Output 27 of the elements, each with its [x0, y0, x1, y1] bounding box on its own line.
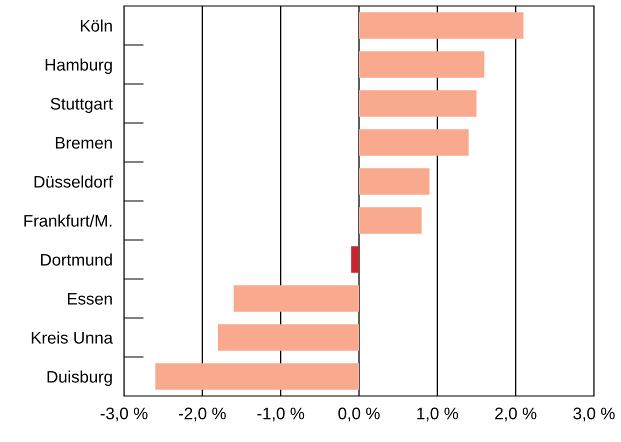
y-tick-label: Duisburg — [48, 370, 112, 386]
y-tick-label: Frankfurt/M. — [24, 214, 112, 227]
y-tick-label: Essen — [68, 293, 112, 305]
x-tick-label: -2,0 % — [178, 408, 226, 422]
y-tick-label: Bremen — [56, 137, 112, 149]
bar — [359, 12, 524, 39]
x-tick-label: 0,0 % — [338, 408, 380, 422]
x-tick-label: -1,0 % — [257, 408, 304, 422]
bar — [234, 285, 359, 312]
y-tick-label: Stuttgart — [50, 98, 113, 113]
y-tick-label: Düsseldorf — [34, 175, 113, 188]
bar — [218, 324, 359, 351]
bar — [351, 246, 359, 273]
y-tick-label: Köln — [80, 19, 112, 32]
bar — [359, 168, 430, 195]
x-tick-label: -3,0 % — [100, 408, 148, 422]
bar — [359, 51, 484, 78]
x-tick-label: 2,0 % — [495, 408, 536, 422]
y-tick-label: Hamburg — [46, 58, 112, 74]
bar — [359, 207, 422, 234]
bar — [359, 129, 469, 156]
y-tick-label: Kreis Unna — [32, 331, 113, 344]
x-tick-label: 1,0 % — [417, 408, 458, 422]
x-tick-label: 3,0 % — [573, 408, 615, 422]
bar — [155, 363, 359, 390]
bar — [359, 90, 476, 117]
y-tick-label: Dortmund — [41, 253, 112, 266]
